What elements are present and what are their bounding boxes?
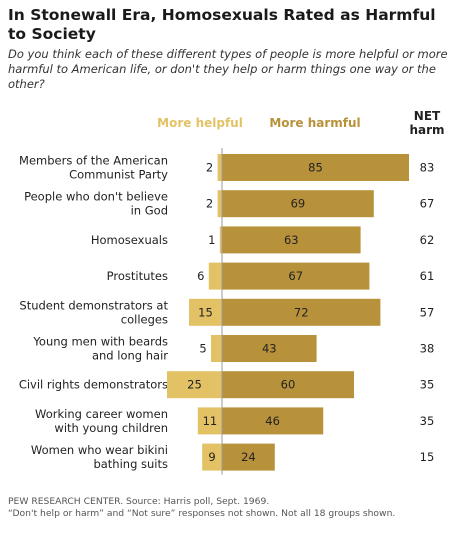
value-label-more-harmful: 60 <box>281 378 296 392</box>
category-label: Student demonstrators at <box>19 298 168 312</box>
category-label: Women who wear bikini <box>31 443 168 457</box>
category-label: Members of the American <box>19 154 168 168</box>
bar-more-helpful <box>202 443 222 471</box>
bar-more-harmful <box>222 154 409 181</box>
value-label-net-harm: 61 <box>420 269 435 283</box>
bar-more-helpful <box>219 226 222 254</box>
value-label-more-harmful: 63 <box>284 233 299 247</box>
value-label-more-helpful: 11 <box>203 414 218 428</box>
chart-title: In Stonewall Era, Homosexuals Rated as H… <box>8 6 436 43</box>
legend-net-harm-line-2: harm <box>409 123 444 137</box>
value-label-net-harm: 57 <box>420 305 435 319</box>
bar-more-harmful <box>222 226 361 254</box>
value-label-more-harmful: 43 <box>262 342 277 356</box>
value-label-more-harmful: 46 <box>265 414 280 428</box>
category-label: in God <box>131 204 168 218</box>
category-label: Young men with beards <box>32 335 168 349</box>
bar-more-helpful <box>208 262 222 290</box>
category-label: bathing suits <box>93 457 168 471</box>
value-label-more-helpful: 15 <box>198 305 213 319</box>
value-label-more-harmful: 24 <box>241 450 256 464</box>
bar-more-harmful <box>222 443 275 471</box>
value-label-more-harmful: 69 <box>291 197 306 211</box>
footer: PEW RESEARCH CENTER. Source: Harris poll… <box>8 496 454 520</box>
value-label-net-harm: 38 <box>420 342 435 356</box>
bar-more-helpful <box>167 371 222 399</box>
legend-net-harm-line-1: NET <box>414 109 441 123</box>
value-label-more-helpful: 2 <box>206 197 213 211</box>
chart-subtitle: Do you think each of these different typ… <box>8 47 448 91</box>
bar-more-helpful <box>217 154 222 181</box>
value-label-more-helpful: 2 <box>206 161 213 175</box>
value-label-net-harm: 35 <box>420 378 435 392</box>
value-label-more-helpful: 5 <box>199 342 206 356</box>
value-label-more-harmful: 72 <box>294 305 309 319</box>
bar-more-harmful <box>222 371 354 399</box>
value-label-net-harm: 67 <box>420 197 435 211</box>
legend-more-harmful: More harmful <box>269 116 360 130</box>
value-label-more-helpful: 25 <box>187 378 202 392</box>
bar-more-harmful <box>222 262 370 290</box>
value-label-more-helpful: 1 <box>208 233 215 247</box>
value-label-more-helpful: 6 <box>197 269 204 283</box>
category-label: Communist Party <box>69 168 168 182</box>
legend-more-helpful: More helpful <box>157 116 243 130</box>
bar-more-harmful <box>222 298 381 326</box>
category-label: Prostitutes <box>107 269 168 283</box>
category-label: Civil rights demonstrators <box>19 378 168 392</box>
footnote: “Don't help or harm” and “Not sure” resp… <box>8 508 396 519</box>
value-label-net-harm: 35 <box>420 414 435 428</box>
category-label: Working career women <box>35 407 168 421</box>
category-label: People who don't believe <box>24 190 168 204</box>
bar-more-harmful <box>222 407 324 435</box>
value-label-net-harm: 62 <box>420 233 435 247</box>
category-label: with young children <box>54 421 168 435</box>
bar-more-helpful <box>211 335 222 362</box>
category-label: and long hair <box>92 349 168 363</box>
value-label-more-harmful: 67 <box>288 269 303 283</box>
value-label-more-harmful: 85 <box>308 161 323 175</box>
bar-more-harmful <box>222 335 317 362</box>
value-label-more-helpful: 9 <box>208 450 215 464</box>
category-label: Homosexuals <box>91 233 168 247</box>
category-label: colleges <box>121 312 168 326</box>
bar-more-helpful <box>217 190 222 218</box>
source-note: PEW RESEARCH CENTER. Source: Harris poll… <box>8 496 270 507</box>
bar-more-helpful <box>189 298 222 326</box>
value-label-net-harm: 83 <box>420 161 435 175</box>
bar-more-helpful <box>197 407 222 435</box>
value-label-net-harm: 15 <box>420 450 435 464</box>
bar-more-harmful <box>222 190 374 218</box>
